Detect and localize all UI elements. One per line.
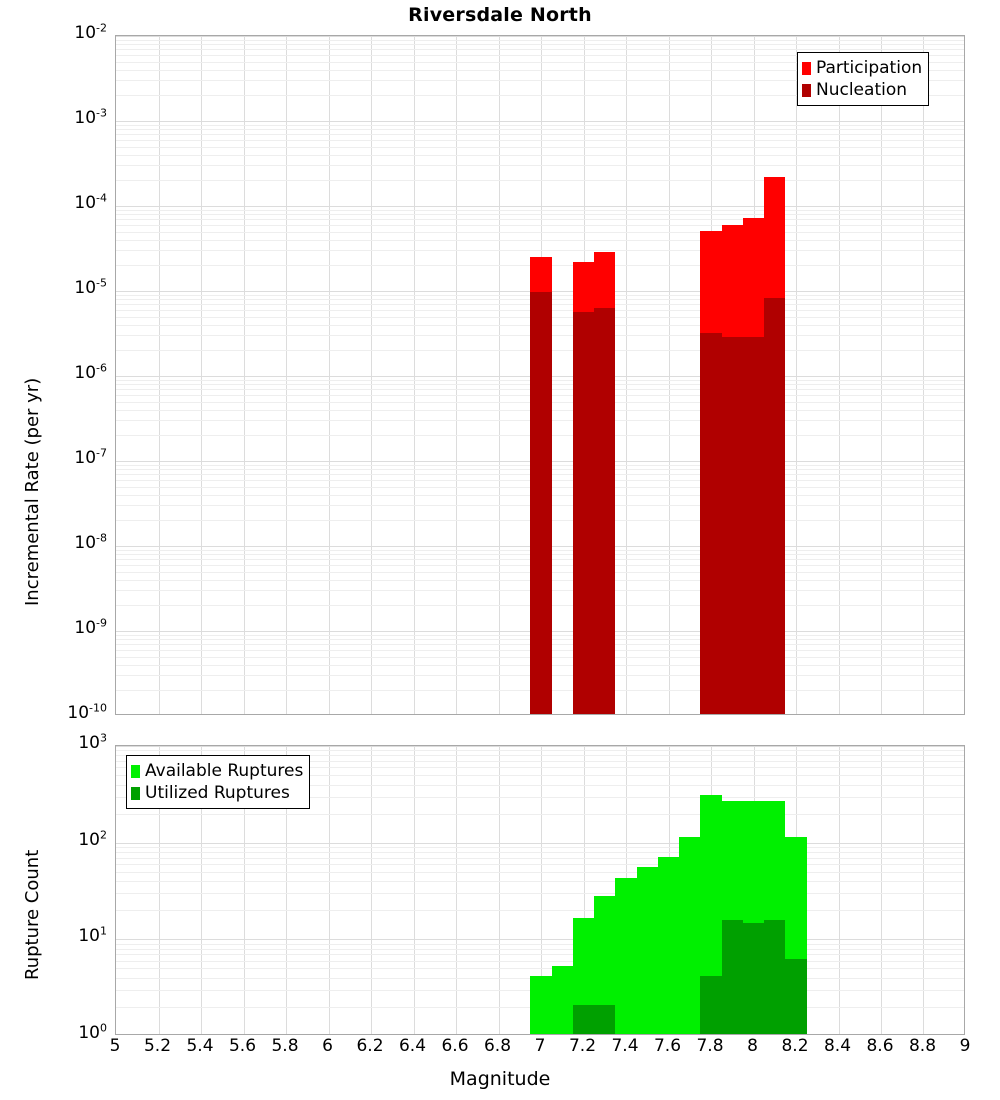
x-axis-tick-label: 5.8 xyxy=(271,1036,299,1056)
bar-avail xyxy=(636,867,658,1034)
y-axis-tick-label: 10-5 xyxy=(74,276,107,298)
bar-avail xyxy=(530,975,552,1034)
y-axis-tick-label: 10-9 xyxy=(74,616,107,638)
x-axis-tick-label: 6.4 xyxy=(398,1036,427,1056)
legend-swatch-icon xyxy=(131,786,140,800)
bar-util xyxy=(572,1004,595,1034)
bar-nucl xyxy=(742,337,765,714)
y-axis-tick-label: 100 xyxy=(78,1021,107,1043)
bar-util xyxy=(594,1004,616,1034)
bar-util xyxy=(700,975,722,1034)
x-axis-tick-label: 7 xyxy=(534,1036,546,1056)
y-axis-tick-label: 101 xyxy=(78,924,107,947)
x-axis-tick-label: 8.4 xyxy=(823,1036,852,1056)
top-panel-ylabel-wrap: Incremental Rate (per yr) xyxy=(22,35,46,715)
top-panel-bars xyxy=(116,36,964,714)
legend-entry: Available Ruptures xyxy=(131,760,303,782)
y-axis-tick-label: 10-10 xyxy=(67,701,107,723)
legend-entry: Nucleation xyxy=(802,79,922,101)
x-axis-tick-label: 8.2 xyxy=(781,1036,809,1056)
x-axis-tick-label: 7.2 xyxy=(568,1036,597,1056)
bar-util xyxy=(785,958,807,1034)
bar-util xyxy=(764,920,786,1034)
y-axis-tick-label: 10-4 xyxy=(74,191,107,213)
bar-avail xyxy=(572,917,595,1034)
y-axis-tick-label: 103 xyxy=(78,731,107,753)
x-axis-tick-label: 5.6 xyxy=(228,1036,257,1056)
bottom-panel-ylabel-wrap: Rupture Count xyxy=(22,745,46,1035)
legend-swatch-icon xyxy=(802,61,811,75)
y-axis-tick-label: 10-7 xyxy=(74,446,107,468)
x-axis-tick-label: 7.4 xyxy=(611,1036,639,1056)
legend-entry: Participation xyxy=(802,57,922,79)
bar-avail xyxy=(615,878,637,1034)
x-axis-tick-label: 8 xyxy=(747,1036,758,1056)
bar-nucl xyxy=(764,298,786,714)
bar-nucl xyxy=(530,291,552,714)
legend-entry: Utilized Ruptures xyxy=(131,782,303,804)
y-axis-tick-label: 10-6 xyxy=(74,361,107,383)
x-axis-tick-label: 7.6 xyxy=(653,1036,682,1056)
bar-avail xyxy=(657,856,680,1034)
bottom-panel-bars xyxy=(116,746,964,1034)
y-axis-tick-label: 102 xyxy=(78,828,107,850)
legend-label: Utilized Ruptures xyxy=(145,782,290,803)
x-axis-label: Magnitude xyxy=(449,1068,551,1090)
bar-avail xyxy=(551,966,573,1034)
bar-nucl xyxy=(721,337,743,714)
bar-nucl xyxy=(700,333,722,714)
bar-util xyxy=(721,920,743,1034)
legend-swatch-icon xyxy=(131,764,140,778)
x-axis-tick-label: 5.4 xyxy=(186,1036,214,1056)
legend-label: Nucleation xyxy=(816,79,908,100)
x-axis-tick-label: 5 xyxy=(109,1036,121,1056)
incremental-rate-plot xyxy=(115,35,965,715)
x-axis-tick-label: 8.8 xyxy=(908,1036,937,1056)
x-axis-tick-label: 6.2 xyxy=(356,1036,384,1056)
y-axis-tick-label: 10-8 xyxy=(74,531,107,553)
bar-avail xyxy=(700,794,722,1034)
bar-util xyxy=(742,923,765,1034)
bar-avail xyxy=(679,836,701,1034)
legend-label: Participation xyxy=(816,57,923,78)
x-axis-tick-label: 6 xyxy=(322,1036,333,1056)
x-axis-tick-label: 6.8 xyxy=(483,1036,512,1056)
bar-avail xyxy=(594,895,616,1034)
top-panel-legend: Participation Nucleation xyxy=(797,52,930,106)
x-axis-tick-label: 7.8 xyxy=(696,1036,724,1056)
bar-nucl xyxy=(572,311,595,714)
x-axis-tick-label: 9 xyxy=(959,1036,971,1056)
x-axis-tick-label: 5.2 xyxy=(143,1036,172,1056)
legend-swatch-icon xyxy=(802,83,811,97)
page-title: Riversdale North xyxy=(408,4,592,26)
bottom-panel-legend: Available Ruptures Utilized Ruptures xyxy=(126,755,311,809)
x-axis-tick-label: 6.6 xyxy=(441,1036,469,1056)
bottom-panel-ylabel: Rupture Count xyxy=(22,849,43,980)
y-axis-tick-label: 10-2 xyxy=(74,21,107,43)
x-axis-tick-label: 8.6 xyxy=(866,1036,894,1056)
legend-label: Available Ruptures xyxy=(145,760,304,781)
top-panel-ylabel: Incremental Rate (per yr) xyxy=(22,377,43,606)
bar-nucl xyxy=(594,307,616,714)
y-axis-tick-label: 10-3 xyxy=(74,106,107,128)
